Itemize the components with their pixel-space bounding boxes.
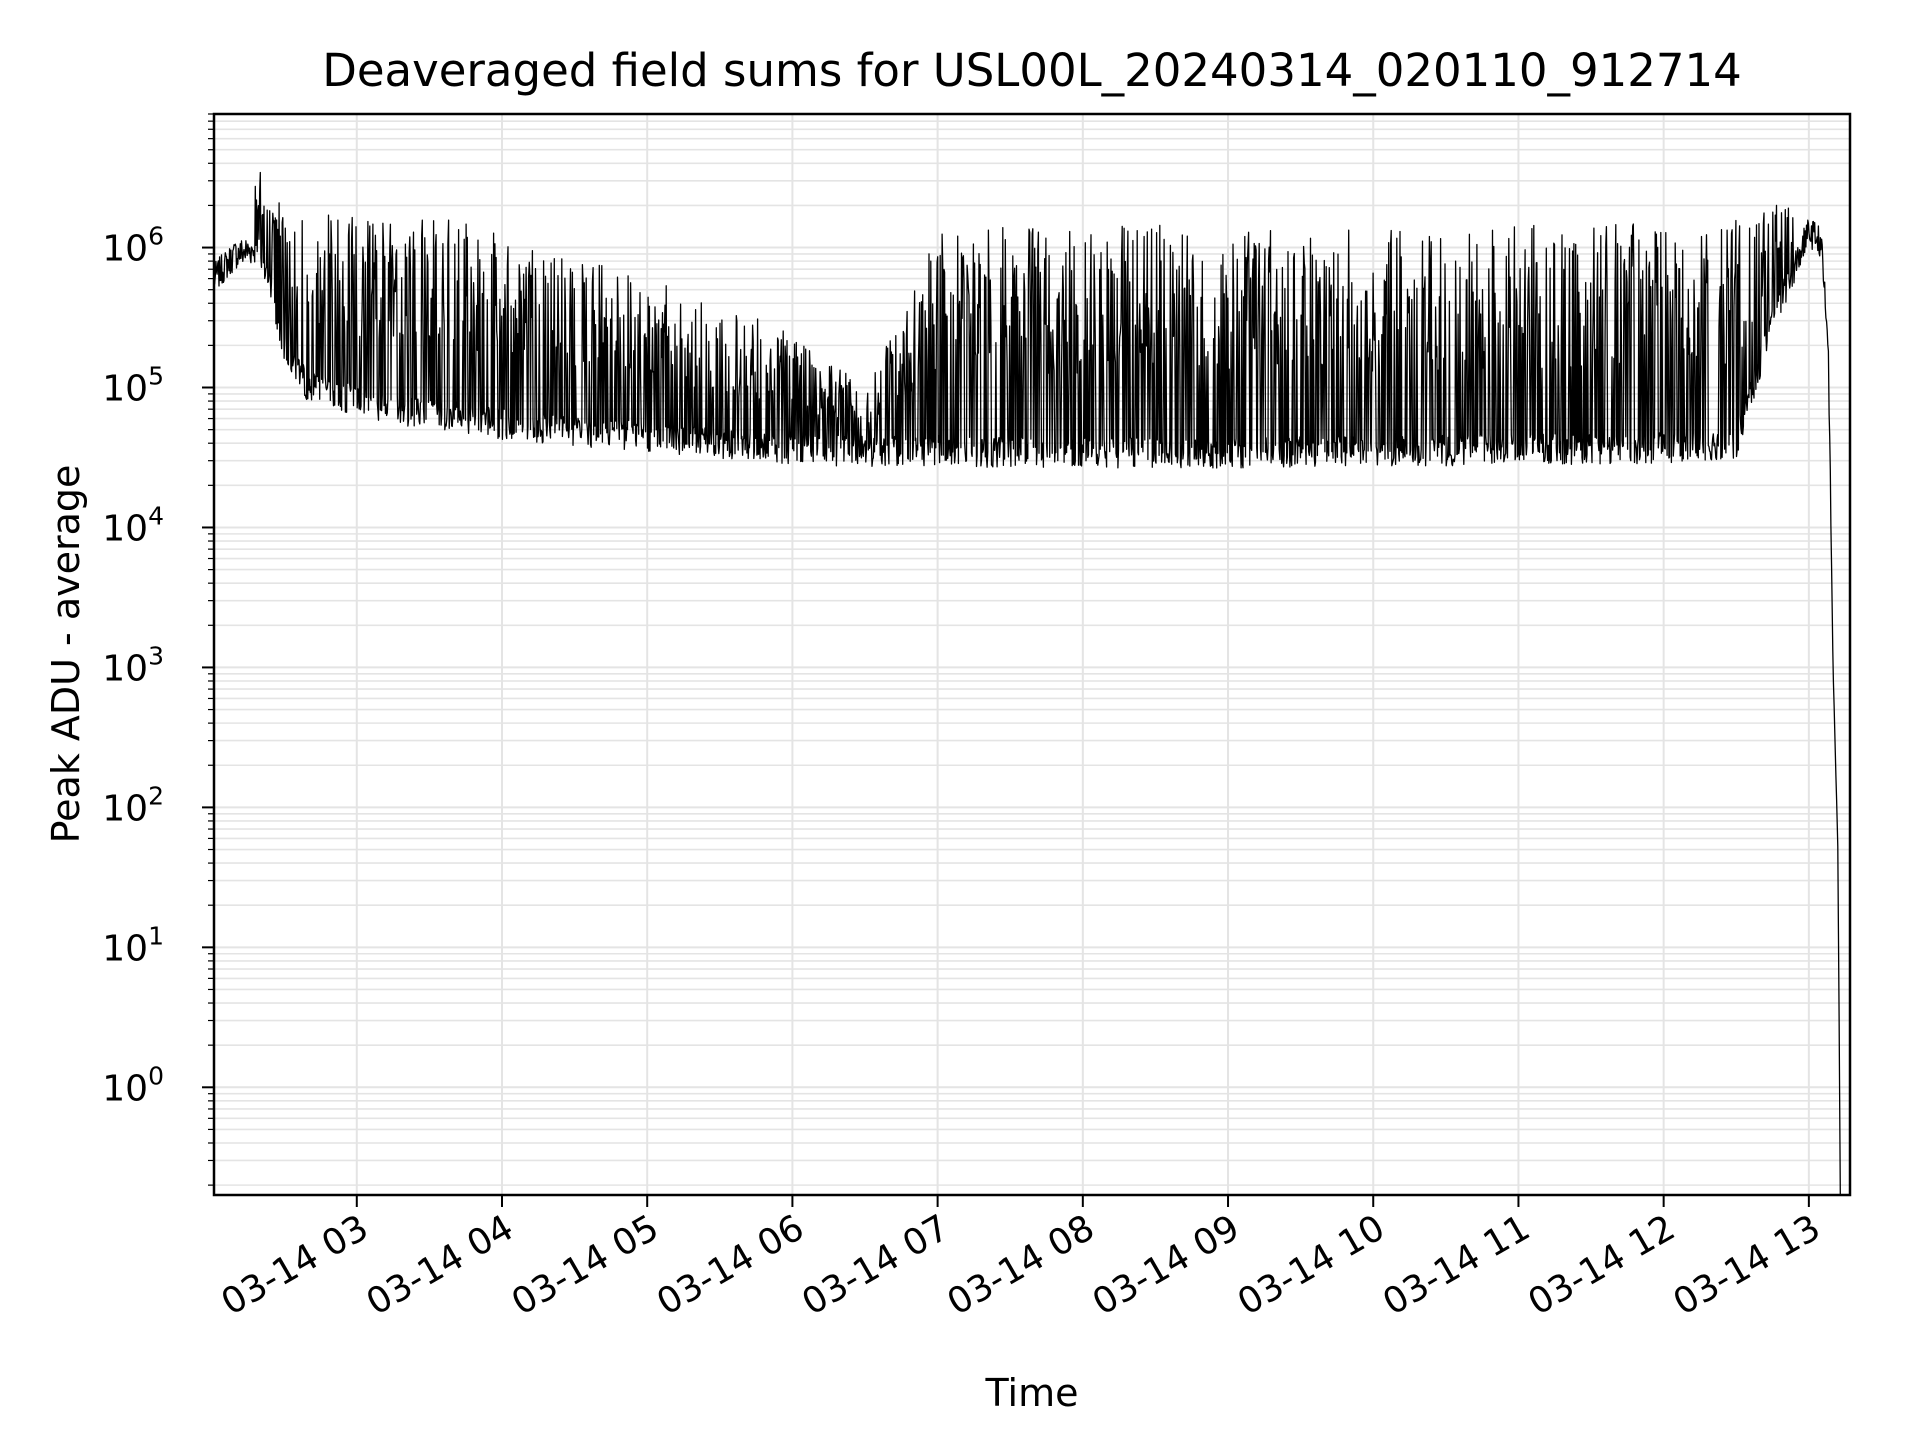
y-tick-label: 102 bbox=[102, 781, 164, 829]
y-tick-exponent: 1 bbox=[148, 921, 164, 950]
series-line bbox=[213, 171, 1841, 1196]
y-tick-exponent: 3 bbox=[148, 641, 164, 670]
y-tick-base: 10 bbox=[102, 928, 148, 969]
y-tick-label: 103 bbox=[102, 641, 164, 689]
y-tick-label: 100 bbox=[102, 1061, 164, 1109]
y-tick-exponent: 5 bbox=[148, 362, 164, 391]
y-tick-exponent: 6 bbox=[148, 222, 164, 251]
y-tick-label: 104 bbox=[102, 501, 164, 549]
y-tick-base: 10 bbox=[102, 369, 148, 410]
y-tick-exponent: 2 bbox=[148, 781, 164, 810]
y-tick-base: 10 bbox=[102, 648, 148, 689]
y-tick-base: 10 bbox=[102, 508, 148, 549]
y-tick-exponent: 4 bbox=[148, 501, 164, 530]
y-tick-base: 10 bbox=[102, 1068, 148, 1109]
y-tick-base: 10 bbox=[102, 788, 148, 829]
y-axis-label: Peak ADU - average bbox=[44, 465, 88, 844]
y-tick-label: 101 bbox=[102, 921, 164, 969]
x-axis-label: Time bbox=[985, 1371, 1079, 1415]
y-tick-label: 105 bbox=[102, 362, 164, 410]
y-tick-base: 10 bbox=[102, 229, 148, 270]
plot-frame bbox=[212, 112, 1852, 1197]
chart-title: Deaveraged field sums for USL00L_2024031… bbox=[322, 44, 1742, 97]
y-tick-label: 106 bbox=[102, 222, 164, 270]
series-layer bbox=[213, 171, 1841, 1196]
y-tick-exponent: 0 bbox=[148, 1061, 164, 1090]
